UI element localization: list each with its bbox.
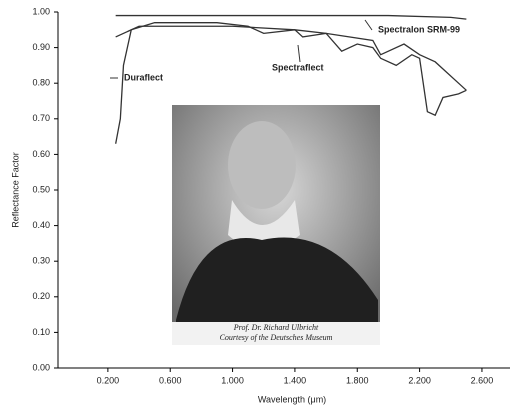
caption: Courtesy of the Deutsches Museum bbox=[220, 333, 333, 342]
series-line bbox=[115, 14, 467, 20]
y-tick-label: 0.50 bbox=[32, 184, 50, 194]
x-tick-label: 1.400 bbox=[284, 375, 307, 385]
y-tick-label: 0.90 bbox=[32, 42, 50, 52]
leader bbox=[364, 19, 373, 31]
x-tick-label: 0.200 bbox=[97, 375, 120, 385]
x-tick-label: 2.600 bbox=[471, 375, 494, 385]
leader bbox=[297, 44, 301, 63]
caption: Prof. Dr. Richard Ulbricht bbox=[233, 323, 319, 332]
x-tick-label: 0.600 bbox=[159, 375, 182, 385]
photo-inset: Prof. Dr. Richard Ulbricht Courtesy of t… bbox=[172, 105, 380, 345]
series-label: Spectralon SRM-99 bbox=[378, 24, 460, 34]
series-line bbox=[115, 25, 467, 91]
x-axis-label: Wavelength (μm) bbox=[258, 394, 326, 404]
x-tick-label: 1.000 bbox=[221, 375, 244, 385]
y-tick-label: 1.00 bbox=[32, 6, 50, 16]
y-tick-label: 0.10 bbox=[32, 327, 50, 337]
x-tick-label: 2.200 bbox=[408, 375, 431, 385]
y-tick-label: 0.80 bbox=[32, 78, 50, 88]
y-tick-label: 0.00 bbox=[32, 362, 50, 372]
series-line bbox=[115, 22, 467, 144]
x-tick-label: 1.800 bbox=[346, 375, 369, 385]
series-label: Spectraflect bbox=[272, 62, 324, 72]
y-tick-label: 0.40 bbox=[32, 220, 50, 230]
series-label: Duraflect bbox=[124, 72, 163, 82]
y-tick-label: 0.30 bbox=[32, 256, 50, 266]
y-axis-label: Reflectance Factor bbox=[10, 152, 20, 228]
y-tick-label: 0.60 bbox=[32, 149, 50, 159]
y-tick-label: 0.20 bbox=[32, 291, 50, 301]
y-tick-label: 0.70 bbox=[32, 113, 50, 123]
